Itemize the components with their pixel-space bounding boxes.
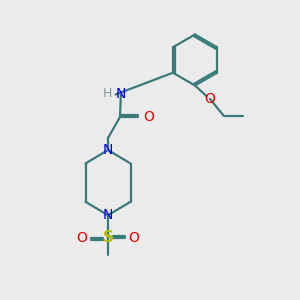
Text: N: N: [116, 88, 126, 101]
Text: O: O: [76, 231, 87, 245]
Text: O: O: [129, 231, 140, 245]
Text: O: O: [205, 92, 215, 106]
Text: S: S: [103, 230, 113, 245]
Text: N: N: [103, 208, 113, 222]
Text: H: H: [102, 86, 112, 100]
Text: O: O: [143, 110, 154, 124]
Text: N: N: [103, 143, 113, 157]
